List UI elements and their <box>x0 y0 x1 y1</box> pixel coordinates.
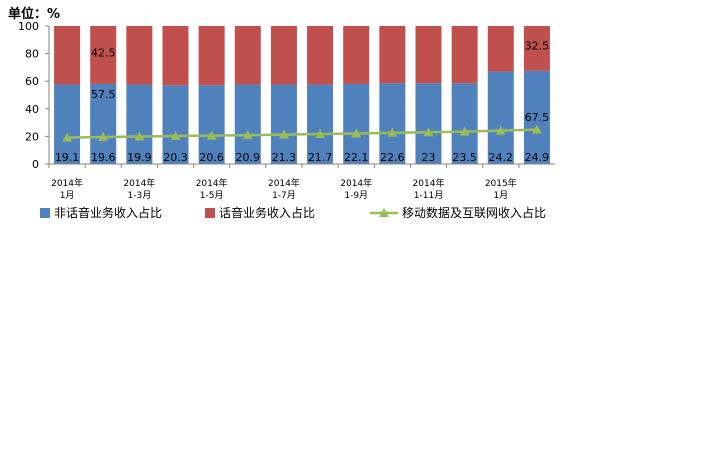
x-tick-label: 2015年 1月 <box>485 177 517 201</box>
data-label: 21.3 <box>272 151 297 164</box>
x-tick-label: 2014年 1-9月 <box>340 177 372 201</box>
bar <box>162 85 189 164</box>
marker <box>531 124 542 134</box>
bar <box>307 26 334 85</box>
data-label: 24.2 <box>489 151 514 164</box>
data-label: 22.6 <box>380 151 405 164</box>
bar <box>54 84 81 164</box>
marker <box>495 125 506 135</box>
x-tick-label-line: 1月 <box>493 190 508 201</box>
bar <box>523 70 550 164</box>
y-tick-label: 60 <box>25 75 39 88</box>
data-label: 23 <box>422 151 436 164</box>
legend-swatch <box>40 208 50 218</box>
bar <box>162 26 189 86</box>
data-label: 32.5 <box>525 39 550 52</box>
x-tick-label-line: 1-7月 <box>272 190 296 201</box>
x-tick-label: 2014年 1-7月 <box>268 177 300 201</box>
bar <box>343 26 370 84</box>
bar <box>487 71 514 164</box>
data-label: 22.1 <box>344 151 369 164</box>
y-tick-label: 40 <box>25 103 39 116</box>
bar <box>234 84 261 164</box>
data-label: 21.7 <box>308 151 333 164</box>
bar <box>451 83 478 164</box>
data-label: 57.5 <box>91 88 116 101</box>
bar <box>487 26 514 72</box>
marker <box>170 130 181 140</box>
marker <box>242 130 253 140</box>
y-tick-label: 100 <box>18 20 39 33</box>
data-label: 42.5 <box>91 46 116 59</box>
legend-label: 话音业务收入占比 <box>219 205 315 220</box>
legend-label: 移动数据及互联网收入占比 <box>402 205 546 220</box>
bar <box>270 84 297 164</box>
legend-marker <box>379 208 389 217</box>
marker <box>459 126 470 136</box>
data-label: 67.5 <box>525 111 550 124</box>
marker <box>206 130 217 140</box>
bar <box>126 26 153 85</box>
marker <box>351 128 362 138</box>
marker <box>423 127 434 137</box>
marker <box>134 131 145 141</box>
bar <box>126 84 153 164</box>
bar <box>379 83 406 164</box>
x-tick-label: 2014年 1-11月 <box>413 177 445 201</box>
bar <box>451 26 478 84</box>
x-tick-label: 2014年 1-5月 <box>196 177 228 201</box>
data-label: 20.9 <box>236 151 261 164</box>
marker <box>98 131 109 141</box>
data-label: 20.6 <box>199 151 224 164</box>
x-tick-label-line: 1月 <box>60 190 75 201</box>
chart-title: 单位：% <box>8 6 60 22</box>
bar <box>234 26 261 85</box>
bar <box>54 26 81 85</box>
y-tick-label: 0 <box>32 158 39 171</box>
x-tick-label-line: 2014年 <box>268 177 300 189</box>
y-tick-label: 80 <box>25 48 39 61</box>
bar <box>415 26 442 84</box>
bar <box>198 26 225 86</box>
x-tick-label-line: 1-5月 <box>200 190 224 201</box>
x-tick-label-line: 2015年 <box>485 177 517 189</box>
marker <box>315 129 326 139</box>
x-tick-label: 2014年 1-3月 <box>123 177 155 201</box>
y-tick-label: 20 <box>25 130 39 143</box>
x-tick-label-line: 1-11月 <box>414 190 443 201</box>
x-tick-label-line: 2014年 <box>340 177 372 189</box>
marker <box>387 127 398 137</box>
bar <box>523 26 550 71</box>
legend-label: 非话音业务收入占比 <box>54 205 162 220</box>
marker <box>278 129 289 139</box>
line <box>67 128 537 139</box>
x-tick-label: 2014年 1月 <box>51 177 83 201</box>
legend-swatch <box>205 208 215 218</box>
bar <box>270 26 297 85</box>
data-label: 24.9 <box>525 151 550 164</box>
x-tick-label-line: 2014年 <box>123 177 155 189</box>
x-tick-label-line: 2014年 <box>51 177 83 189</box>
bar <box>343 83 370 164</box>
x-tick-label-line: 1-9月 <box>344 190 368 201</box>
data-label: 23.5 <box>452 151 477 164</box>
bar <box>307 84 334 164</box>
marker <box>62 132 73 142</box>
bar <box>198 85 225 164</box>
x-tick-label-line: 2014年 <box>196 177 228 189</box>
x-tick-label-line: 2014年 <box>413 177 445 189</box>
bar <box>415 83 442 164</box>
bar <box>90 83 117 164</box>
x-tick-label-line: 1-3月 <box>128 190 152 201</box>
data-label: 19.1 <box>55 151 80 164</box>
bar <box>379 26 406 84</box>
data-label: 20.3 <box>163 151 188 164</box>
data-label: 19.6 <box>91 151 116 164</box>
data-label: 19.9 <box>127 151 152 164</box>
bar <box>90 26 117 84</box>
